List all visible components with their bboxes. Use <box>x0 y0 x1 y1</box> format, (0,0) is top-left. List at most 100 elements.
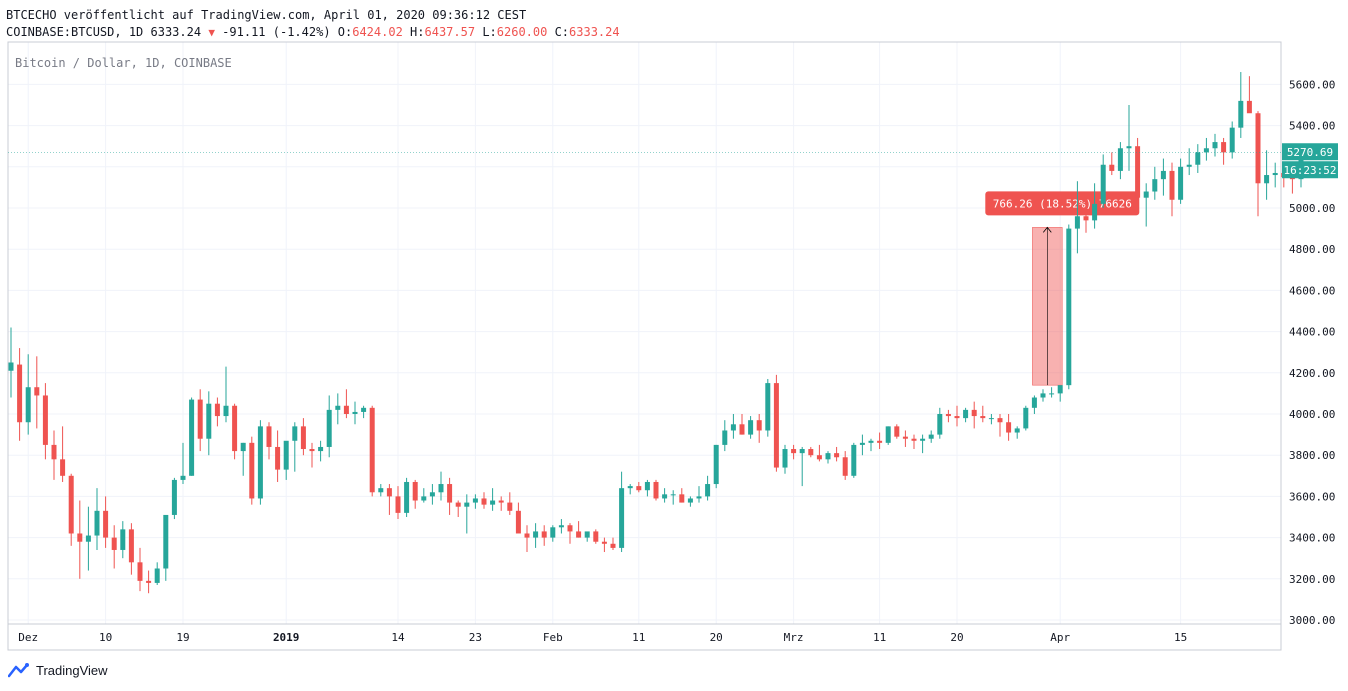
candle-body <box>610 543 616 548</box>
candle-body <box>335 405 341 410</box>
candle-body <box>395 496 401 513</box>
candle-body <box>593 531 599 542</box>
candle-body <box>1186 164 1192 167</box>
y-tick-label: 4200.00 <box>1289 367 1335 380</box>
candle-body <box>584 531 590 538</box>
candle-body <box>438 484 444 493</box>
candle-body <box>42 395 48 445</box>
candle-body <box>1229 127 1235 153</box>
candle-body <box>1169 170 1175 200</box>
candle-body <box>928 434 934 439</box>
candle-body <box>748 420 754 435</box>
candle-body <box>214 403 220 417</box>
candle-body <box>412 481 418 501</box>
candle-body <box>945 414 951 417</box>
high-value: 6437.57 <box>424 25 476 39</box>
x-tick-label: 20 <box>950 631 963 644</box>
symbol-label[interactable]: COINBASE:BTCUSD, 1D 6333.24 <box>6 25 202 39</box>
candle-body <box>653 481 659 499</box>
candle-body <box>292 426 298 441</box>
candle-body <box>1160 170 1166 180</box>
grid-lines <box>8 42 1281 624</box>
candle-body <box>885 426 891 443</box>
candle-body <box>902 436 908 439</box>
candle-body <box>249 442 255 499</box>
chart-title: Bitcoin / Dollar, 1D, COINBASE <box>15 56 232 70</box>
x-tick-label: 15 <box>1174 631 1187 644</box>
price-axis[interactable]: 3000.00 3200.00 3400.00 3600.00 3800.00 4000.… <box>1289 78 1335 627</box>
candle-body <box>705 484 711 497</box>
candle-body <box>1023 407 1029 429</box>
candle-body <box>146 580 152 583</box>
candle-body <box>1092 203 1098 221</box>
candle-body <box>464 502 470 507</box>
candle-body <box>1074 216 1080 229</box>
candle-body <box>189 399 195 476</box>
countdown-label-box <box>1282 161 1338 179</box>
x-tick-label: 2019 <box>273 631 300 644</box>
candle-body <box>421 496 427 501</box>
candle-body <box>791 449 797 454</box>
candle-body <box>490 500 496 505</box>
candle-body <box>713 444 719 485</box>
candle-body <box>498 500 504 503</box>
candle-body <box>240 442 246 452</box>
candle-body <box>550 527 556 538</box>
candle-body <box>662 494 668 499</box>
candle-body <box>515 510 521 534</box>
low-label: L: <box>482 25 497 39</box>
candle-body <box>154 568 160 583</box>
candle-body <box>1152 179 1158 192</box>
candle-body <box>997 418 1003 423</box>
x-tick-label: 11 <box>632 631 645 644</box>
candle-body <box>8 362 14 371</box>
candle-body <box>859 442 865 445</box>
candle-body <box>1143 191 1149 198</box>
candle-body <box>687 498 693 503</box>
close-value: 6333.24 <box>569 25 620 39</box>
y-tick-label: 4600.00 <box>1289 284 1335 297</box>
candle-body <box>1221 142 1227 153</box>
candle-body <box>1014 428 1020 433</box>
candle-body <box>206 403 212 439</box>
measure-label: 766.26 (18.52%) 76626 <box>993 197 1132 210</box>
candle-body <box>1006 422 1012 433</box>
candle-body <box>34 387 40 396</box>
candle-body <box>1049 393 1055 395</box>
candle-body <box>128 529 134 563</box>
candle-body <box>120 529 126 550</box>
candle-body <box>842 457 848 476</box>
candle-body <box>1109 164 1115 171</box>
candle-body <box>343 405 349 414</box>
open-label: O: <box>337 25 353 39</box>
candle-body <box>834 453 840 458</box>
measure-tool[interactable]: 766.26 (18.52%) 76626 <box>985 191 1140 386</box>
measure-arrow-icon <box>1042 226 1052 233</box>
candle-body <box>94 510 100 536</box>
candle-body <box>404 481 410 513</box>
y-tick-label: 3600.00 <box>1289 490 1335 503</box>
candle-body <box>877 440 883 443</box>
candle-body <box>756 420 762 431</box>
candle-body <box>808 449 814 456</box>
candle-body <box>773 383 779 468</box>
candle-body <box>318 446 324 452</box>
candle-body <box>447 484 453 503</box>
candle-body <box>1040 393 1046 398</box>
candle-body <box>1083 216 1089 221</box>
candle-body <box>1057 385 1063 394</box>
candle-body <box>937 414 943 435</box>
candle-body <box>980 416 986 419</box>
candle-body <box>533 531 539 538</box>
candle-body <box>911 438 917 441</box>
candle-body <box>507 502 513 511</box>
candle-body <box>17 364 23 423</box>
candle-body <box>275 446 281 470</box>
tradingview-branding[interactable]: TradingView <box>8 660 108 680</box>
candle-body <box>1066 228 1072 386</box>
candle-body <box>1203 148 1209 153</box>
candle-body <box>266 426 272 447</box>
time-axis[interactable]: Dez 10 19 2019 14 23 Feb 11 20 Mrz 11 20 Apr 15 <box>18 631 1187 644</box>
